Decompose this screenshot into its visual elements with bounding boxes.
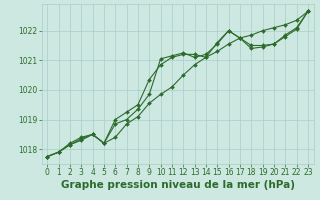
X-axis label: Graphe pression niveau de la mer (hPa): Graphe pression niveau de la mer (hPa) bbox=[60, 180, 295, 190]
